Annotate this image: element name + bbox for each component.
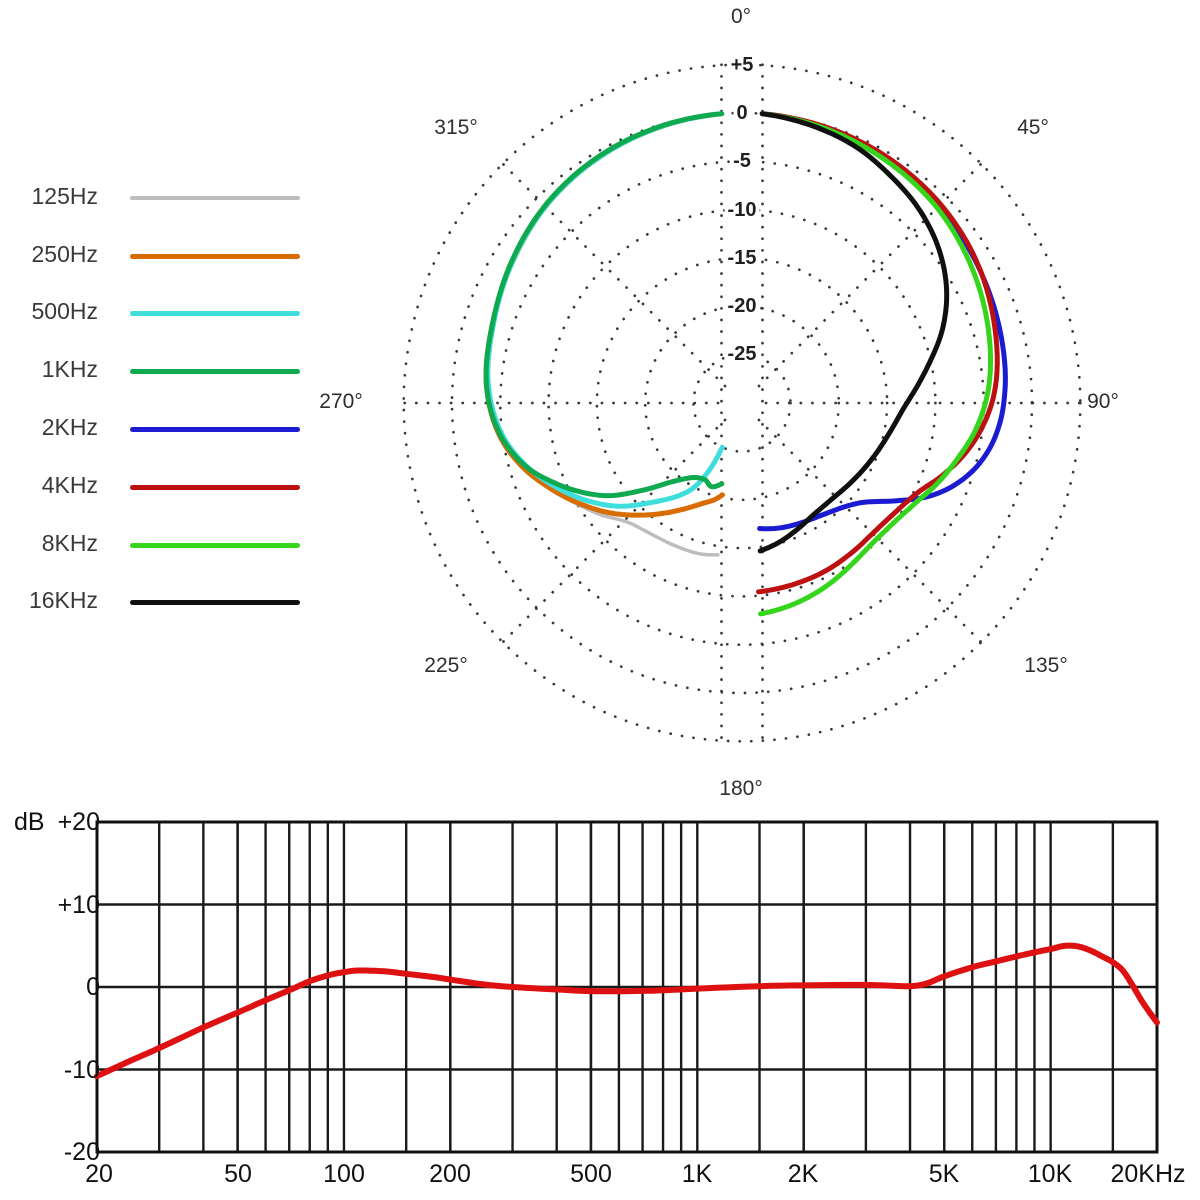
- legend-item: 250Hz: [0, 241, 300, 271]
- polar-radial-label-m25: -25: [724, 343, 760, 365]
- legend-item: 1KHz: [0, 356, 300, 386]
- polar-radial-label-p5: +5: [727, 54, 757, 76]
- polar-radial-label-m10: -10: [724, 199, 760, 221]
- freq-xtick-20: 20: [85, 1160, 113, 1188]
- legend-line-swatch: [130, 543, 300, 548]
- freq-xtick-5k: 5K: [928, 1160, 960, 1188]
- legend-item: 4KHz: [0, 472, 300, 502]
- freq-xtick-10k: 10K: [1027, 1160, 1073, 1188]
- legend-line-swatch: [130, 427, 300, 432]
- polar-angle-label-270: 270°: [319, 390, 363, 413]
- legend-label: 2KHz: [41, 414, 98, 440]
- freq-xtick-50: 50: [224, 1160, 252, 1188]
- legend-line-swatch: [130, 485, 300, 490]
- legend-item: 125Hz: [0, 183, 300, 213]
- freq-xtick-20k: 20KHz: [1110, 1160, 1186, 1188]
- legend-item: 500Hz: [0, 298, 300, 328]
- polar-angle-label-225: 225°: [424, 654, 468, 677]
- freq-ytick-p20: +20: [57, 808, 100, 836]
- legend-label: 125Hz: [31, 183, 98, 209]
- legend-label: 1KHz: [41, 356, 98, 382]
- legend-label: 500Hz: [31, 298, 98, 324]
- polar-angle-label-315: 315°: [434, 116, 478, 139]
- freq-ytick-p10: +10: [57, 891, 100, 919]
- polar-radial-label-0: 0: [733, 102, 751, 124]
- freq-xtick-500: 500: [570, 1160, 612, 1188]
- polar-angle-label-180: 180°: [719, 777, 763, 800]
- freq-ytick-m20: -20: [63, 1138, 100, 1166]
- freq-ytick-0: 0: [86, 973, 100, 1001]
- legend-line-swatch: [130, 369, 300, 374]
- legend-line-swatch: [130, 311, 300, 316]
- legend-label: 250Hz: [31, 241, 98, 267]
- legend-item: 2KHz: [0, 414, 300, 444]
- polar-radial-label-m20: -20: [724, 295, 760, 317]
- freq-y-axis-unit: dB: [14, 808, 45, 836]
- legend-label: 8KHz: [41, 530, 98, 556]
- freq-xtick-1k: 1K: [681, 1160, 713, 1188]
- legend-line-swatch: [130, 254, 300, 259]
- legend-label: 4KHz: [41, 472, 98, 498]
- freq-xtick-200: 200: [429, 1160, 471, 1188]
- polar-radial-label-m5: -5: [730, 150, 754, 172]
- freq-xtick-2k: 2K: [787, 1160, 819, 1188]
- legend-item: 16KHz: [0, 587, 300, 617]
- legend-label: 16KHz: [28, 587, 98, 613]
- polar-angle-label-135: 135°: [1024, 654, 1068, 677]
- polar-angle-label-45: 45°: [1017, 116, 1049, 139]
- legend-line-swatch: [130, 600, 300, 605]
- legend-item: 8KHz: [0, 530, 300, 560]
- freq-ytick-m10: -10: [63, 1056, 100, 1084]
- polar-angle-label-0: 0°: [730, 5, 752, 28]
- legend-line-swatch: [130, 196, 300, 200]
- polar-angle-label-90: 90°: [1087, 390, 1119, 413]
- freq-xtick-100: 100: [323, 1160, 365, 1188]
- polar-radial-label-m15: -15: [724, 247, 760, 269]
